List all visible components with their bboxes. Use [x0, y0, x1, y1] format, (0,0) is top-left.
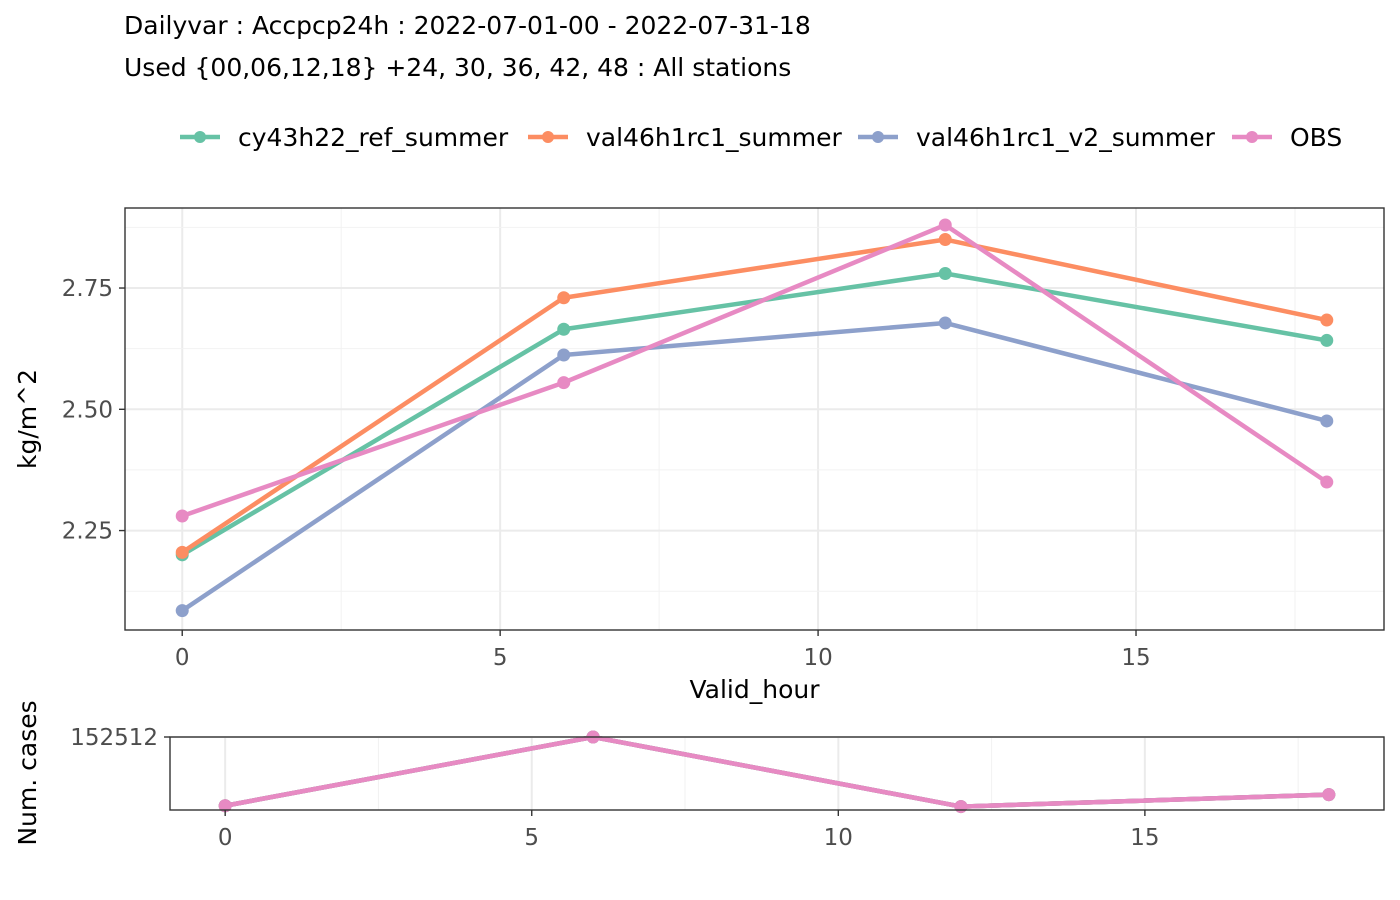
x-tick-label: 5	[493, 645, 508, 671]
series-OBS	[175, 218, 1334, 523]
data-point	[557, 376, 571, 390]
data-point	[557, 348, 571, 362]
x-tick-label: 5	[524, 825, 539, 851]
data-point	[1322, 788, 1336, 802]
data-point	[175, 509, 189, 523]
y-tick-label: 152512	[70, 725, 158, 751]
data-point	[1320, 333, 1334, 347]
legend-item-val46h1rc1_v2_summer: val46h1rc1_v2_summer	[858, 123, 1216, 152]
x-tick-label: 0	[175, 645, 190, 671]
x-axis: 0 5 10 15	[175, 630, 1151, 671]
y-tick-label: 2.75	[62, 276, 113, 302]
panel-background	[125, 208, 1384, 630]
y-tick-label: 2.50	[62, 397, 113, 423]
x-tick-label: 10	[824, 825, 853, 851]
series-line	[224, 734, 1329, 809]
panel-border	[169, 736, 1385, 811]
legend-item-val46h1rc1_summer: val46h1rc1_summer	[528, 123, 842, 152]
legend-label: cy43h22_ref_summer	[238, 123, 509, 152]
series-line	[180, 237, 1328, 555]
data-point	[1320, 414, 1334, 428]
data-point	[954, 800, 968, 814]
y-axis-title: kg/m^2	[13, 369, 42, 469]
legend-key-point	[872, 131, 884, 143]
data-point	[218, 799, 232, 813]
legend-key-point	[1246, 131, 1258, 143]
legend-label: val46h1rc1_v2_summer	[916, 123, 1216, 152]
chart-title: Dailyvar : Accpcp24h : 2022-07-01-00 - 2…	[124, 11, 811, 40]
legend-item-OBS: OBS	[1232, 123, 1342, 152]
x-tick-label: 10	[803, 645, 832, 671]
legend: cy43h22_ref_summer val46h1rc1_summer val46…	[180, 123, 1342, 152]
data-point	[938, 218, 952, 232]
data-point	[557, 291, 571, 305]
series-OBS	[218, 730, 1336, 814]
series-line	[180, 320, 1328, 613]
x-tick-label: 15	[1130, 825, 1159, 851]
x-tick-label: 15	[1121, 645, 1150, 671]
series-val46h1rc1_summer	[175, 233, 1334, 559]
series-line	[181, 222, 1329, 519]
legend-label: OBS	[1290, 123, 1342, 152]
legend-label: val46h1rc1_summer	[586, 123, 842, 152]
data-point	[938, 266, 952, 280]
data-point	[557, 322, 571, 336]
panel-border	[124, 207, 1385, 631]
data-point	[175, 545, 189, 559]
data-point	[175, 604, 189, 618]
chart-subtitle: Used {00,06,12,18} +24, 30, 36, 42, 48 :…	[124, 53, 791, 82]
legend-key-point	[542, 131, 554, 143]
y-tick-label: 2.25	[62, 519, 113, 545]
data-point	[938, 233, 952, 247]
legend-key-point	[194, 131, 206, 143]
x-axis: 0 5 10 15	[218, 810, 1160, 851]
x-axis-title: Valid_hour	[689, 675, 820, 704]
data-point	[1320, 475, 1334, 489]
data-point	[1320, 313, 1334, 327]
legend-item-cy43h22_ref_summer: cy43h22_ref_summer	[180, 123, 509, 152]
cases-plot-panel: 0 5 10 15 152512 Num. cases	[13, 700, 1385, 851]
series-val46h1rc1_v2_summer	[175, 316, 1334, 618]
x-tick-label: 0	[218, 825, 233, 851]
main-plot-panel: 0 5 10 15 2.25 2.50 2.75 Valid_hour kg/m^2	[13, 207, 1385, 704]
data-point	[938, 316, 952, 330]
y-axis: 152512	[70, 725, 170, 751]
y-axis-title: Num. cases	[13, 700, 42, 845]
y-axis: 2.25 2.50 2.75	[62, 276, 125, 545]
